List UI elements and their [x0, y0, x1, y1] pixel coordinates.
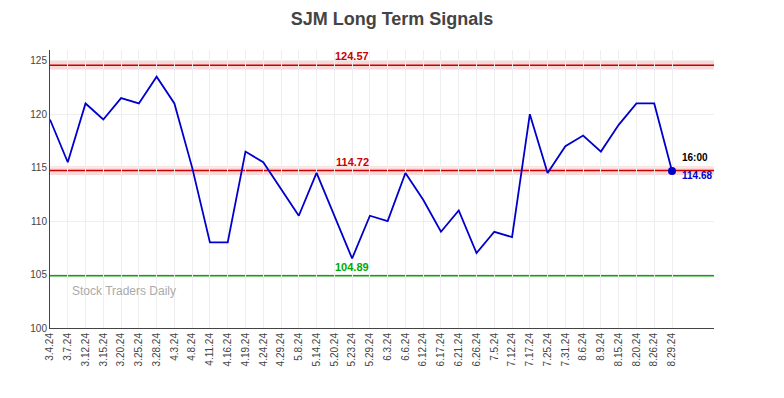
svg-text:6.21.24: 6.21.24	[453, 333, 464, 367]
svg-text:6.12.24: 6.12.24	[417, 333, 428, 367]
svg-text:16:00: 16:00	[682, 152, 708, 163]
svg-text:8.15.24: 8.15.24	[613, 333, 624, 367]
svg-text:4.11.24: 4.11.24	[204, 333, 215, 366]
svg-text:Stock Traders Daily: Stock Traders Daily	[72, 284, 176, 298]
svg-text:8.29.24: 8.29.24	[666, 333, 677, 367]
svg-text:5.23.24: 5.23.24	[346, 333, 357, 367]
svg-text:124.57: 124.57	[335, 50, 369, 62]
svg-text:6.26.24: 6.26.24	[471, 333, 482, 367]
svg-text:114.72: 114.72	[336, 156, 369, 168]
svg-text:4.8.24: 4.8.24	[186, 333, 197, 361]
svg-text:3.4.24: 3.4.24	[44, 333, 55, 361]
svg-text:125: 125	[30, 55, 47, 66]
svg-text:4.24.24: 4.24.24	[258, 333, 269, 367]
svg-text:7.17.24: 7.17.24	[524, 333, 535, 367]
svg-text:3.28.24: 3.28.24	[151, 333, 162, 367]
svg-text:100: 100	[30, 323, 47, 334]
svg-text:7.31.24: 7.31.24	[560, 333, 571, 367]
svg-text:4.3.24: 4.3.24	[169, 333, 180, 361]
svg-text:7.5.24: 7.5.24	[489, 333, 500, 361]
svg-text:3.25.24: 3.25.24	[133, 333, 144, 367]
svg-text:4.19.24: 4.19.24	[240, 333, 251, 367]
svg-text:120: 120	[30, 109, 47, 120]
svg-text:5.14.24: 5.14.24	[311, 333, 322, 367]
svg-text:6.3.24: 6.3.24	[382, 333, 393, 361]
svg-text:8.9.24: 8.9.24	[595, 333, 606, 361]
svg-text:3.12.24: 3.12.24	[80, 333, 91, 367]
svg-text:8.20.24: 8.20.24	[631, 333, 642, 367]
svg-text:104.89: 104.89	[335, 261, 369, 273]
svg-text:3.20.24: 3.20.24	[115, 333, 126, 367]
svg-text:SJM Long Term Signals: SJM Long Term Signals	[291, 9, 494, 29]
svg-text:8.26.24: 8.26.24	[648, 333, 659, 367]
svg-text:4.29.24: 4.29.24	[275, 333, 286, 367]
svg-text:114.68: 114.68	[682, 170, 712, 181]
svg-text:3.7.24: 3.7.24	[62, 333, 73, 361]
svg-text:7.25.24: 7.25.24	[542, 333, 553, 367]
svg-text:5.29.24: 5.29.24	[364, 333, 375, 367]
svg-text:8.6.24: 8.6.24	[577, 333, 588, 361]
svg-text:3.15.24: 3.15.24	[98, 333, 109, 367]
svg-text:5.20.24: 5.20.24	[329, 333, 340, 367]
svg-text:110: 110	[31, 216, 47, 227]
svg-text:6.17.24: 6.17.24	[435, 333, 446, 367]
svg-text:7.12.24: 7.12.24	[506, 333, 517, 367]
svg-text:4.16.24: 4.16.24	[222, 333, 233, 367]
svg-text:5.8.24: 5.8.24	[293, 333, 304, 361]
svg-text:6.6.24: 6.6.24	[400, 333, 411, 361]
svg-text:115: 115	[31, 162, 47, 173]
svg-text:105: 105	[30, 269, 47, 280]
